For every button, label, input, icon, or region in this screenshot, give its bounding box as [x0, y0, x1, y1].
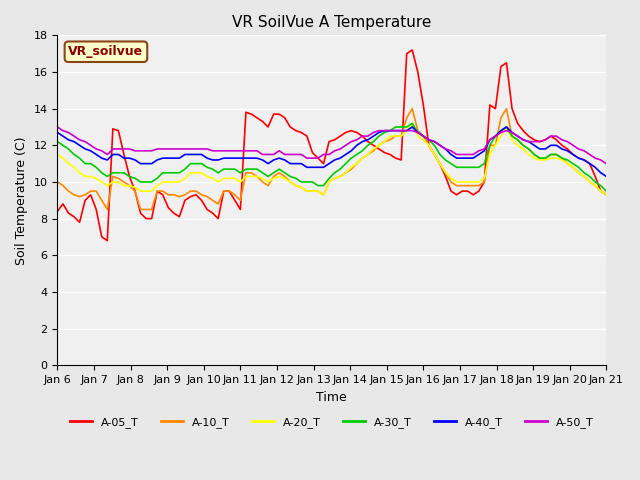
- A-20_T: [569, 165, 577, 170]
- A-05_T: [408, 47, 416, 53]
- A-30_T: [54, 139, 61, 144]
- A-20_T: [181, 175, 189, 181]
- A-05_T: [187, 194, 195, 200]
- A-50_T: [337, 146, 344, 152]
- Title: VR SoilVue A Temperature: VR SoilVue A Temperature: [232, 15, 431, 30]
- A-30_T: [602, 188, 610, 194]
- A-05_T: [602, 192, 610, 198]
- A-05_T: [54, 208, 61, 214]
- A-10_T: [569, 165, 577, 170]
- A-40_T: [564, 148, 572, 154]
- Line: A-30_T: A-30_T: [58, 123, 606, 191]
- A-20_T: [602, 192, 610, 198]
- A-30_T: [580, 170, 588, 176]
- A-50_T: [575, 146, 582, 152]
- Line: A-10_T: A-10_T: [58, 108, 606, 209]
- Line: A-05_T: A-05_T: [58, 50, 606, 240]
- A-40_T: [159, 155, 166, 161]
- Legend: A-05_T, A-10_T, A-20_T, A-30_T, A-40_T, A-50_T: A-05_T, A-10_T, A-20_T, A-30_T, A-40_T, …: [65, 412, 598, 432]
- A-05_T: [342, 130, 349, 135]
- A-40_T: [580, 157, 588, 163]
- X-axis label: Time: Time: [316, 391, 348, 404]
- A-40_T: [54, 130, 61, 135]
- A-20_T: [320, 192, 328, 198]
- A-50_T: [381, 128, 388, 133]
- A-20_T: [586, 179, 593, 185]
- A-20_T: [159, 179, 166, 185]
- Y-axis label: Soil Temperature (C): Soil Temperature (C): [15, 136, 28, 264]
- A-05_T: [586, 161, 593, 167]
- A-40_T: [408, 124, 416, 130]
- A-20_T: [342, 170, 349, 176]
- A-10_T: [104, 206, 111, 212]
- A-20_T: [408, 120, 416, 126]
- A-20_T: [54, 152, 61, 157]
- A-10_T: [586, 179, 593, 185]
- A-30_T: [408, 120, 416, 126]
- A-10_T: [187, 188, 195, 194]
- A-50_T: [159, 146, 166, 152]
- Text: VR_soilvue: VR_soilvue: [68, 45, 143, 58]
- A-10_T: [386, 137, 394, 143]
- A-40_T: [181, 152, 189, 157]
- A-10_T: [408, 106, 416, 111]
- Line: A-40_T: A-40_T: [58, 127, 606, 177]
- Line: A-20_T: A-20_T: [58, 123, 606, 195]
- A-40_T: [381, 128, 388, 133]
- A-50_T: [558, 137, 566, 143]
- A-05_T: [569, 152, 577, 157]
- A-10_T: [602, 192, 610, 198]
- A-20_T: [386, 133, 394, 139]
- A-05_T: [386, 152, 394, 157]
- A-10_T: [164, 192, 172, 198]
- A-40_T: [602, 174, 610, 180]
- A-05_T: [104, 238, 111, 243]
- A-30_T: [564, 157, 572, 163]
- A-10_T: [54, 179, 61, 185]
- Line: A-50_T: A-50_T: [58, 127, 606, 164]
- A-30_T: [381, 130, 388, 135]
- A-30_T: [337, 166, 344, 172]
- A-40_T: [337, 155, 344, 161]
- A-50_T: [181, 146, 189, 152]
- A-30_T: [181, 166, 189, 172]
- A-05_T: [164, 205, 172, 211]
- A-50_T: [602, 161, 610, 167]
- A-30_T: [159, 170, 166, 176]
- A-10_T: [342, 170, 349, 176]
- A-50_T: [54, 124, 61, 130]
